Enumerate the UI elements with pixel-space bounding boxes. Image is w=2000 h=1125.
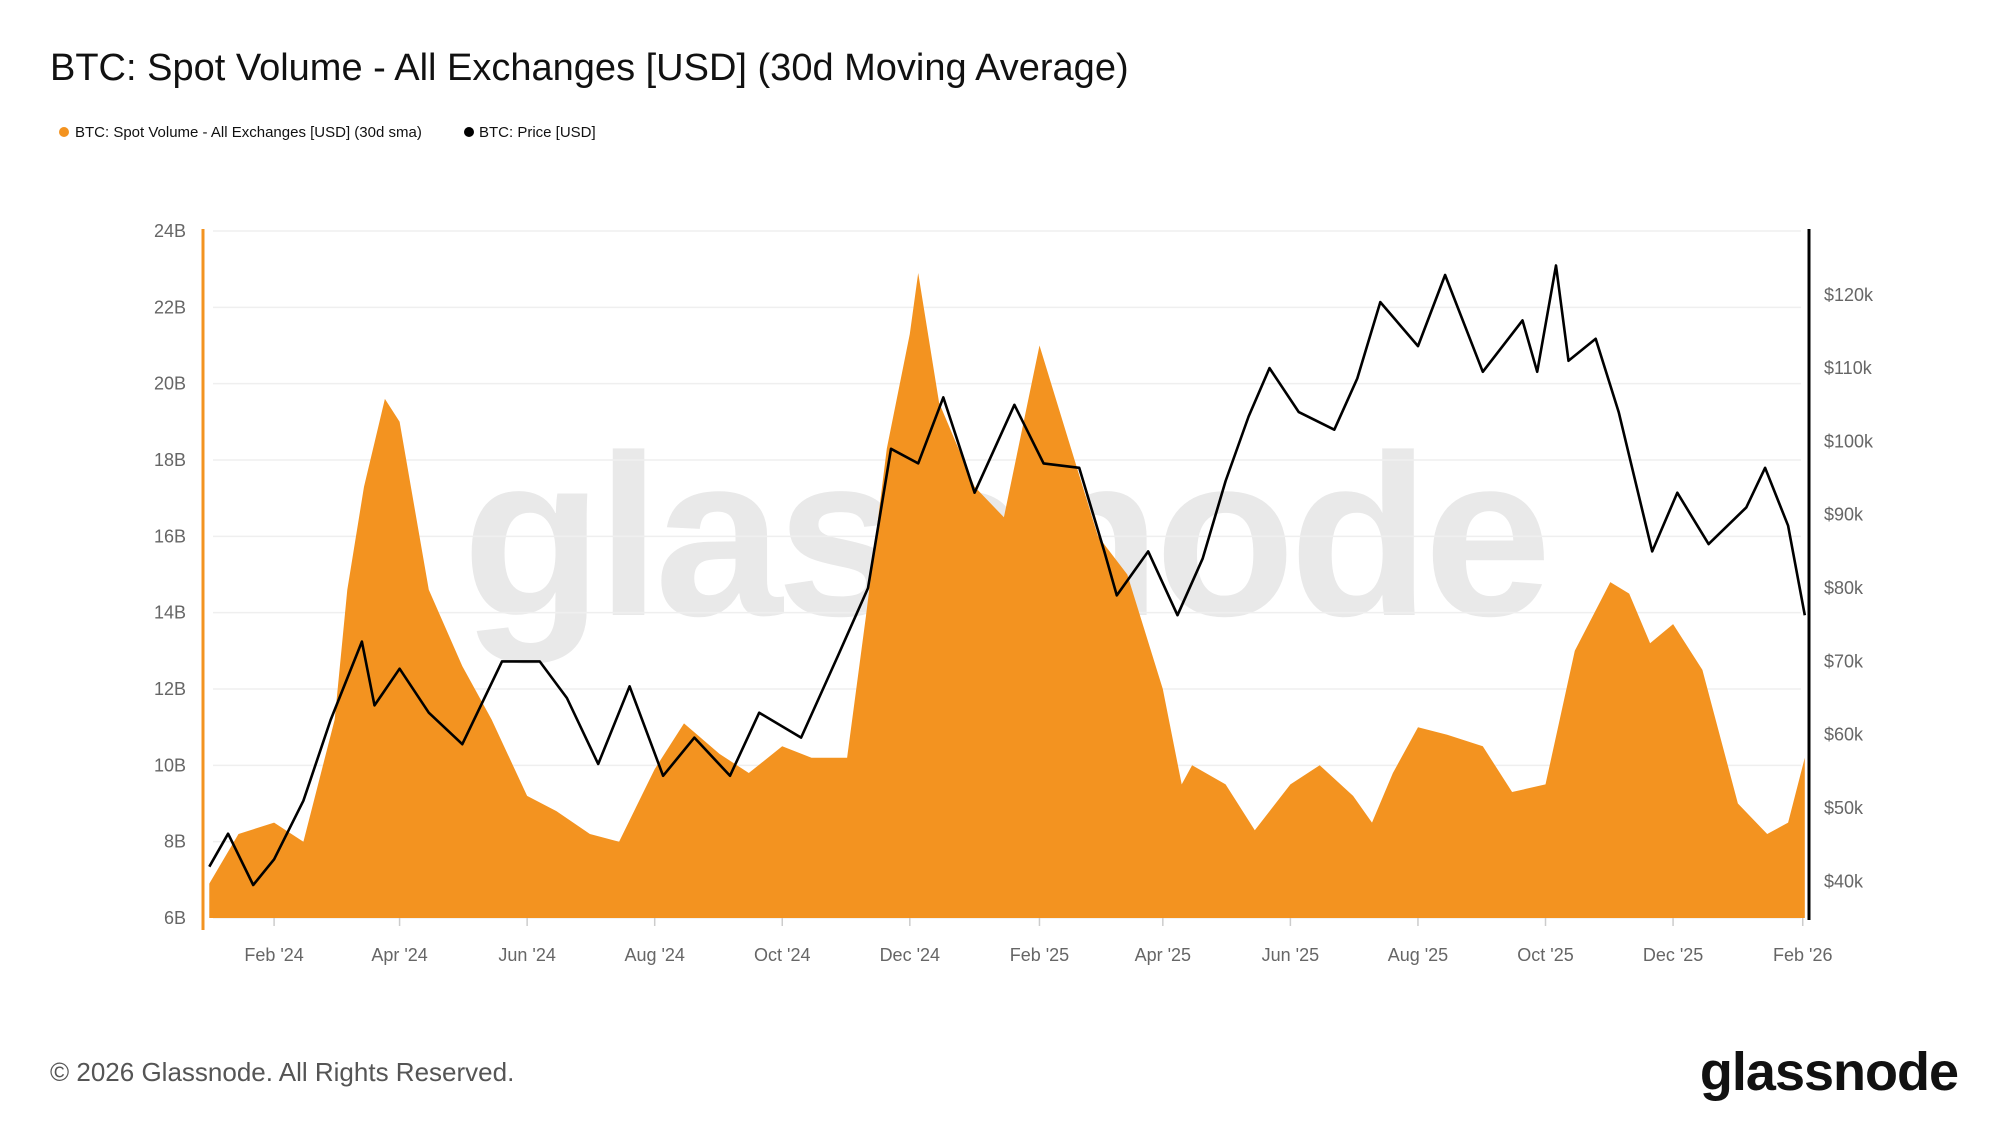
- x-tick-label: Jun '25: [1262, 945, 1319, 965]
- legend-price-label: BTC: Price [USD]: [479, 124, 596, 141]
- x-tick-label: Feb '25: [1010, 945, 1069, 965]
- right-tick-label: $70k: [1824, 651, 1864, 671]
- left-tick-label: 22B: [154, 297, 186, 317]
- x-tick-label: Apr '25: [1135, 945, 1191, 965]
- right-tick-label: $110k: [1824, 358, 1873, 378]
- left-tick-label: 6B: [164, 908, 186, 928]
- x-tick-label: Aug '25: [1388, 945, 1449, 965]
- left-tick-label: 10B: [154, 755, 186, 775]
- right-tick-label: $120k: [1824, 285, 1874, 305]
- left-tick-label: 14B: [154, 603, 186, 623]
- left-tick-label: 16B: [154, 526, 186, 546]
- left-axis-ticks: 6B 8B 10B 12B 14B 16B 18B 20B 22B 24B: [154, 221, 186, 928]
- legend: BTC: Spot Volume - All Exchanges [USD] (…: [59, 124, 596, 141]
- price-line: [208, 264, 1807, 887]
- x-tick-label: Aug '24: [624, 945, 685, 965]
- x-axis-ticks: Feb '24 Apr '24 Jun '24 Aug '24 Oct '24 Dec '…: [244, 918, 1832, 965]
- volume-area: [209, 273, 1805, 918]
- right-tick-label: $40k: [1824, 871, 1864, 891]
- left-tick-label: 20B: [154, 374, 186, 394]
- right-axis-ticks: $40k $50k $60k $70k $80k $90k $100k $110k $120k: [1824, 285, 1874, 892]
- left-tick-label: 8B: [164, 832, 186, 852]
- right-tick-label: $80k: [1824, 578, 1864, 598]
- right-tick-label: $50k: [1824, 798, 1864, 818]
- right-tick-label: $100k: [1824, 431, 1874, 451]
- left-tick-label: 24B: [154, 221, 186, 241]
- copyright: © 2026 Glassnode. All Rights Reserved.: [50, 1057, 514, 1087]
- chart-title: BTC: Spot Volume - All Exchanges [USD] (…: [50, 47, 1129, 89]
- x-tick-label: Oct '25: [1517, 945, 1573, 965]
- legend-volume-marker: [59, 127, 69, 137]
- right-tick-label: $90k: [1824, 505, 1864, 525]
- left-tick-label: 18B: [154, 450, 186, 470]
- glassnode-logo: glassnode: [1700, 1042, 1958, 1102]
- x-tick-label: Apr '24: [371, 945, 427, 965]
- x-tick-label: Oct '24: [754, 945, 810, 965]
- x-tick-label: Dec '24: [880, 945, 940, 965]
- x-tick-label: Dec '25: [1643, 945, 1703, 965]
- left-tick-label: 12B: [154, 679, 186, 699]
- legend-price-marker: [464, 127, 474, 137]
- legend-volume-label: BTC: Spot Volume - All Exchanges [USD] (…: [75, 124, 422, 141]
- x-tick-label: Jun '24: [498, 945, 555, 965]
- right-tick-label: $60k: [1824, 725, 1864, 745]
- x-tick-label: Feb '24: [244, 945, 303, 965]
- x-tick-label: Feb '26: [1773, 945, 1832, 965]
